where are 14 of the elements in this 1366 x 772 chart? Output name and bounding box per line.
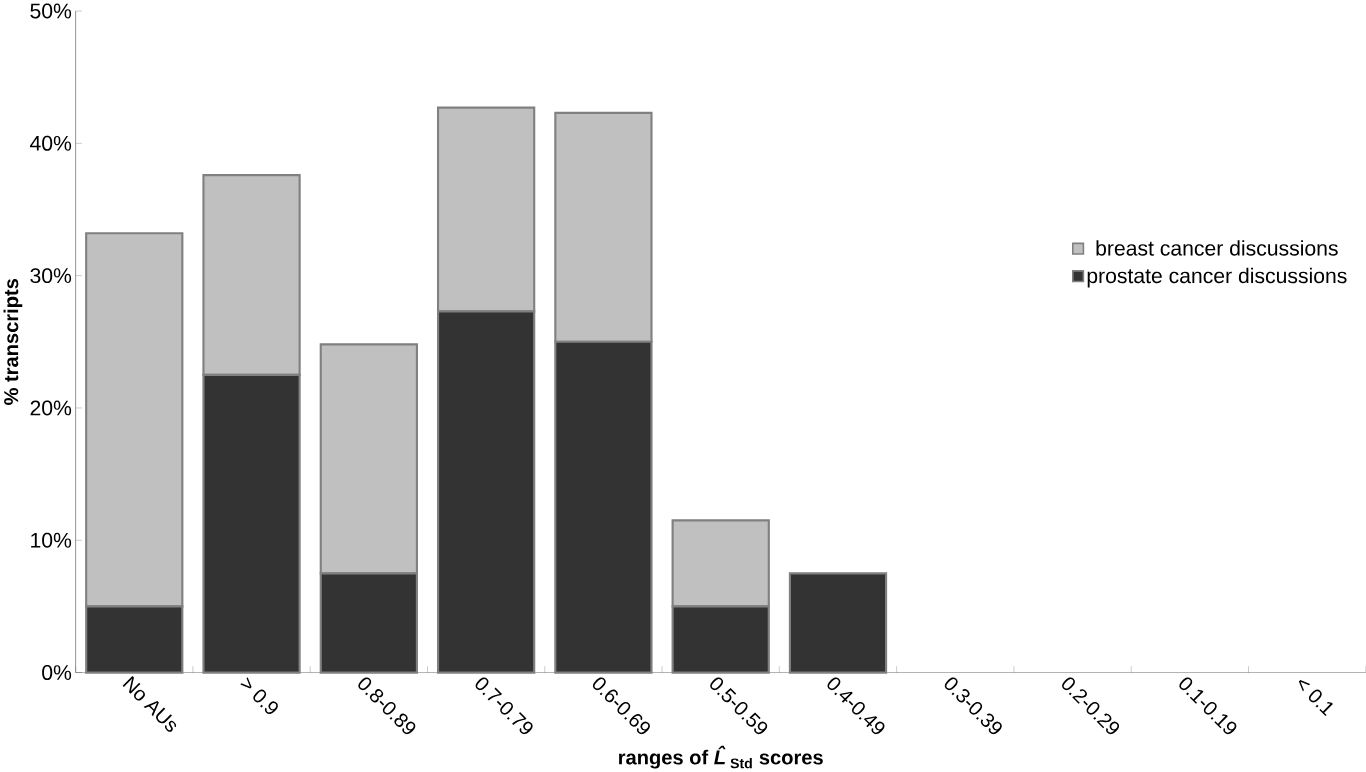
y-tick-label: 20% — [30, 400, 72, 416]
y-tick-label: 50% — [30, 3, 72, 19]
y-tick-label: 10% — [31, 532, 72, 548]
legend-label: prostate cancer discussions — [1087, 267, 1347, 288]
y-axis-title: % transcripts — [3, 278, 23, 405]
x-tick-label: < 0.1 — [1298, 680, 1333, 717]
bar — [788, 572, 888, 674]
legend-label: breast cancer discussions — [1096, 240, 1338, 256]
x-tick-label: No AUs — [122, 675, 177, 732]
x-tick-label: > 0.9 — [240, 677, 278, 714]
y-tick-label: 30% — [30, 268, 72, 284]
x-axis-title: ranges of L̂$_{Std}$ scores — [619, 745, 823, 769]
y-tick-label: 0% — [42, 665, 72, 680]
y-tick-label: 40% — [30, 135, 72, 151]
